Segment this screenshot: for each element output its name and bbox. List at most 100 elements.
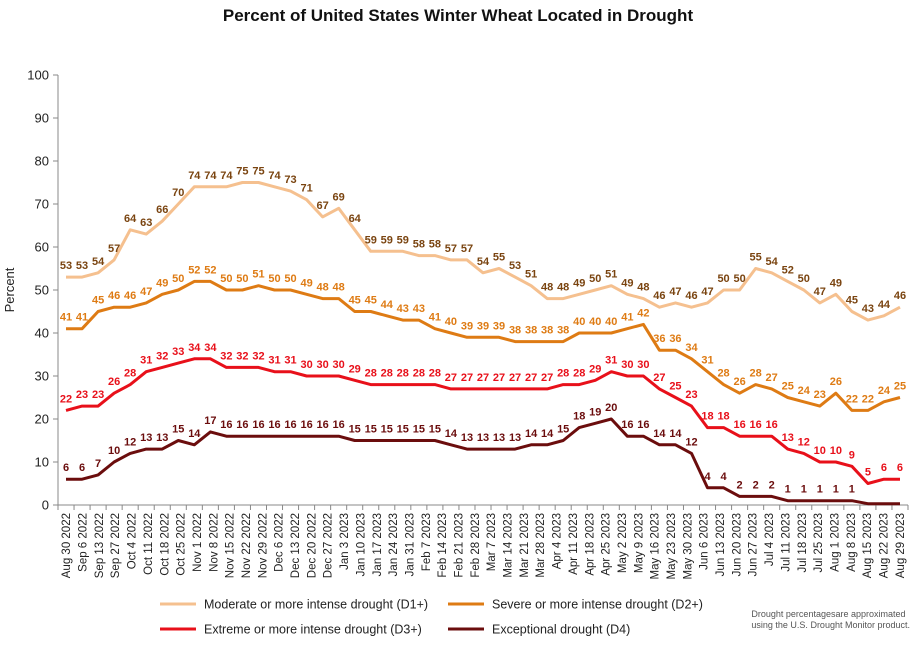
- data-label: 15: [172, 424, 184, 436]
- data-label: 39: [461, 320, 473, 332]
- x-tick-label: Jan 31 2023: [404, 513, 416, 576]
- data-label: 31: [268, 355, 280, 367]
- data-label: 40: [605, 316, 617, 328]
- data-label: 53: [509, 260, 521, 272]
- data-label: 59: [365, 234, 377, 246]
- data-label: 50: [589, 273, 601, 285]
- x-tick-labels: Aug 30 2022 Sep 6 2022 Sep 13 2022 Sep 27 2…: [61, 513, 907, 580]
- data-label: 54: [766, 256, 779, 268]
- data-label: 28: [397, 368, 409, 380]
- y-tick-label: 20: [35, 412, 49, 427]
- data-label: 1: [785, 484, 791, 496]
- data-label: 6: [79, 462, 85, 474]
- data-label: 45: [349, 295, 361, 307]
- data-label: 48: [541, 282, 553, 294]
- data-label: 33: [172, 346, 184, 358]
- data-label: 27: [509, 372, 521, 384]
- x-tick-label: Jun 27 2023: [748, 513, 760, 576]
- x-tick-label: Aug 30 2022: [61, 513, 73, 578]
- data-label: 52: [782, 264, 794, 276]
- data-label: 63: [140, 217, 152, 229]
- data-label: 23: [814, 389, 826, 401]
- data-label: 38: [557, 325, 569, 337]
- data-label: 18: [717, 411, 729, 423]
- data-label: 27: [493, 372, 505, 384]
- data-label: 13: [493, 432, 505, 444]
- x-tick-label: Jan 3 2023: [339, 513, 351, 570]
- data-label: 46: [124, 290, 136, 302]
- x-tick-label: Mar 7 2023: [486, 513, 498, 571]
- data-label: 50: [733, 273, 745, 285]
- data-label: 47: [814, 286, 826, 298]
- x-tick-label: Nov 29 2022: [257, 513, 269, 578]
- data-label: 34: [204, 342, 217, 354]
- series-line-1: [66, 181, 901, 322]
- data-label: 31: [140, 355, 152, 367]
- data-label: 59: [397, 234, 409, 246]
- legend-label: Moderate or more intense drought (D1+): [204, 598, 428, 612]
- x-tick-label: Feb 14 2023: [437, 513, 449, 578]
- x-tick-label: Oct 4 2022: [127, 513, 139, 569]
- data-label: 48: [316, 282, 328, 294]
- data-label: 24: [798, 385, 811, 397]
- data-label: 23: [685, 389, 697, 401]
- data-label: 30: [300, 359, 312, 371]
- data-label: 16: [733, 419, 745, 431]
- x-tick-label: Jul 18 2023: [797, 513, 809, 572]
- data-label: 74: [204, 170, 217, 182]
- legend-item: Exceptional drought (D4): [448, 623, 630, 637]
- x-tick-label: Feb 28 2023: [470, 513, 482, 578]
- data-label: 27: [541, 372, 553, 384]
- x-tick-label: Sep 13 2022: [94, 513, 106, 578]
- data-label: 14: [188, 428, 201, 440]
- x-tick-label: May 2 2023: [617, 513, 629, 573]
- x-tick-label: Jul 4 2023: [764, 513, 776, 566]
- data-label: 15: [413, 424, 425, 436]
- data-label: 30: [637, 359, 649, 371]
- data-label: 15: [397, 424, 409, 436]
- series-line-2: [66, 279, 901, 412]
- legend-label: Extreme or more intense drought (D3+): [204, 623, 422, 637]
- x-tick-label: Nov 1 2022: [192, 513, 204, 572]
- data-label: 26: [108, 376, 120, 388]
- data-label: 54: [477, 256, 490, 268]
- data-label: 67: [316, 200, 328, 212]
- data-label: 52: [188, 264, 200, 276]
- x-tick-label: Nov 8 2022: [208, 513, 220, 572]
- data-label: 19: [589, 406, 601, 418]
- x-tick-label: Mar 14 2023: [503, 513, 515, 578]
- data-label: 13: [140, 432, 152, 444]
- x-tick-label: Feb 7 2023: [421, 513, 433, 571]
- data-label: 1: [849, 484, 855, 496]
- data-label: 29: [589, 363, 601, 375]
- data-label: 16: [316, 419, 328, 431]
- data-label: 45: [92, 295, 104, 307]
- data-label: 30: [333, 359, 345, 371]
- data-label: 57: [108, 243, 120, 255]
- data-label: 34: [685, 342, 698, 354]
- data-label: 41: [429, 312, 441, 324]
- data-label: 12: [685, 436, 697, 448]
- data-label: 28: [429, 368, 441, 380]
- data-label: 58: [413, 239, 425, 251]
- chart-axes: 0 10 20 30 40 50 60 70 80 90 100 Percent: [2, 68, 909, 513]
- data-label: 15: [365, 424, 377, 436]
- series-lines: [65, 181, 901, 506]
- data-label: 66: [156, 204, 168, 216]
- data-label: 25: [894, 381, 906, 393]
- data-label: 40: [573, 316, 585, 328]
- x-tick-label: Aug 29 2023: [895, 513, 907, 578]
- data-label: 16: [268, 419, 280, 431]
- x-tick-label: May 30 2023: [682, 513, 694, 580]
- data-label: 28: [717, 368, 729, 380]
- y-tick-label: 60: [35, 240, 49, 255]
- data-label: 50: [236, 273, 248, 285]
- x-tick-label: Aug 1 2023: [829, 513, 841, 572]
- data-label: 45: [846, 295, 858, 307]
- data-label: 32: [252, 350, 264, 362]
- x-tick-label: Nov 22 2022: [241, 513, 253, 578]
- x-tick-label: Jan 10 2023: [355, 513, 367, 576]
- data-label: 14: [653, 428, 666, 440]
- data-label: 47: [669, 286, 681, 298]
- data-label: 43: [397, 303, 409, 315]
